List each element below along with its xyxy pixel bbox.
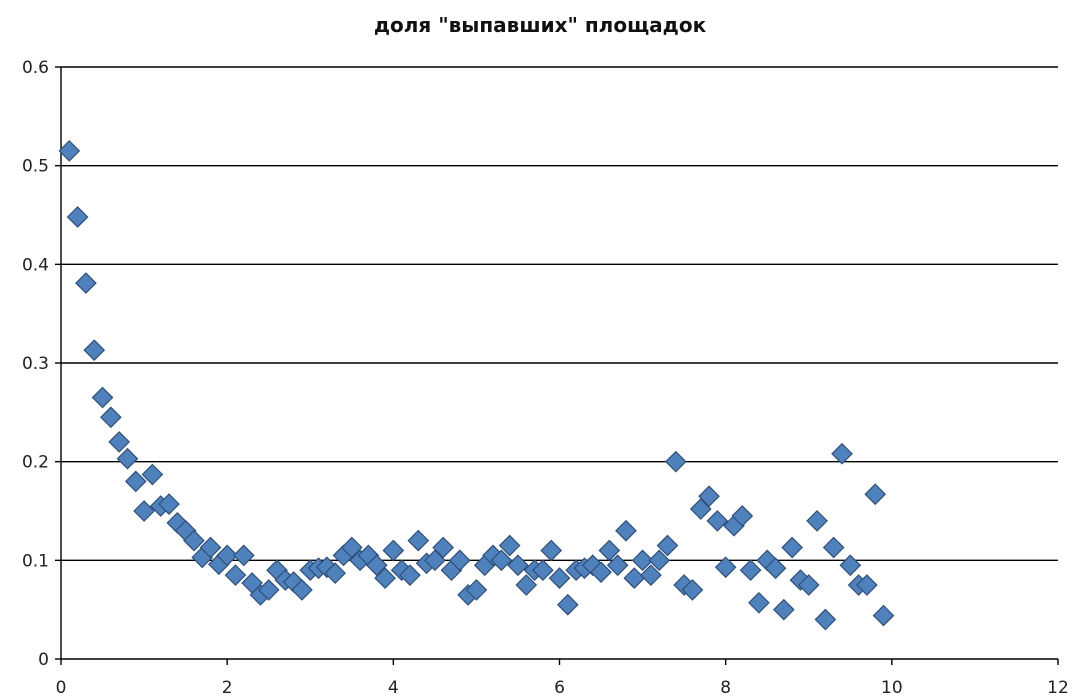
data-point (532, 559, 554, 582)
data-point (689, 498, 712, 520)
axis-layer (55, 66, 1059, 665)
y-tick-label: 0.3 (22, 354, 49, 374)
data-point (540, 539, 563, 562)
data-point (75, 272, 97, 294)
data-point (424, 549, 446, 572)
y-tick-label: 0.6 (22, 58, 49, 78)
data-point (631, 549, 654, 572)
data-point (706, 510, 729, 532)
y-tick-label: 0.5 (22, 157, 49, 177)
data-point (66, 206, 89, 228)
data-point (224, 564, 247, 586)
data-point (183, 529, 205, 552)
data-point (124, 470, 147, 493)
data-point (374, 567, 396, 589)
y-tick-label: 0 (38, 650, 49, 670)
data-point (407, 529, 430, 552)
data-point (199, 536, 222, 559)
data-point (839, 554, 862, 577)
x-tick-label: 6 (554, 678, 565, 698)
data-point (382, 539, 405, 562)
data-point (739, 559, 762, 582)
data-point (598, 539, 621, 562)
data-point (515, 574, 538, 596)
data-point (640, 564, 662, 586)
data-point (864, 483, 887, 506)
data-point (548, 567, 571, 589)
data-point (772, 598, 795, 621)
data-point (365, 554, 388, 577)
data-point (448, 549, 471, 572)
y-tick-label: 0.1 (22, 551, 49, 571)
data-point (623, 567, 646, 589)
data-point (797, 574, 820, 596)
y-tick-label: 0.2 (22, 453, 49, 473)
data-point (100, 406, 122, 429)
chart-title: доля "выпавших" площадок (374, 13, 707, 37)
data-point (856, 574, 878, 596)
data-point (814, 608, 837, 631)
data-point (648, 549, 671, 572)
data-points (58, 140, 895, 631)
data-point (432, 536, 455, 559)
y-tick-label: 0.4 (22, 255, 49, 275)
data-point (615, 519, 637, 542)
data-point (764, 557, 787, 580)
data-point (324, 562, 347, 585)
x-tick-label: 8 (720, 678, 731, 698)
data-point (606, 554, 629, 577)
data-point (141, 463, 164, 486)
data-point (158, 493, 180, 515)
data-point (507, 554, 529, 577)
data-point (91, 386, 114, 409)
data-point (108, 431, 131, 453)
x-tick-label: 10 (881, 678, 903, 698)
data-point (58, 140, 81, 162)
data-point (681, 579, 704, 601)
data-point (232, 544, 255, 567)
data-point (698, 485, 720, 508)
data-point (664, 450, 687, 473)
data-point (714, 556, 737, 579)
data-point (340, 536, 363, 559)
data-point (399, 564, 421, 586)
data-point (291, 579, 313, 601)
data-point (831, 442, 853, 465)
grid-layer (61, 66, 1058, 562)
data-point (465, 579, 488, 601)
data-point (490, 549, 513, 572)
tick-label-layer: 0 0.1 0.2 0.3 0.4 0.5 0.6 0 2 4 6 8 10 12 (22, 58, 1069, 698)
data-point (257, 579, 280, 601)
x-tick-label: 12 (1047, 678, 1069, 698)
x-tick-label: 2 (222, 678, 233, 698)
data-point (872, 604, 895, 627)
data-point (216, 544, 239, 567)
data-point (748, 591, 770, 614)
data-point (133, 500, 155, 522)
data-point (590, 561, 612, 584)
data-point (806, 510, 828, 532)
x-tick-label: 0 (56, 678, 67, 698)
data-point (822, 536, 845, 559)
data-point (83, 339, 106, 362)
data-point (556, 593, 579, 616)
x-tick-label: 4 (388, 678, 399, 698)
data-point (498, 534, 521, 557)
data-point (116, 447, 139, 470)
data-point (731, 505, 754, 527)
data-point (781, 536, 803, 559)
data-point (656, 534, 679, 557)
